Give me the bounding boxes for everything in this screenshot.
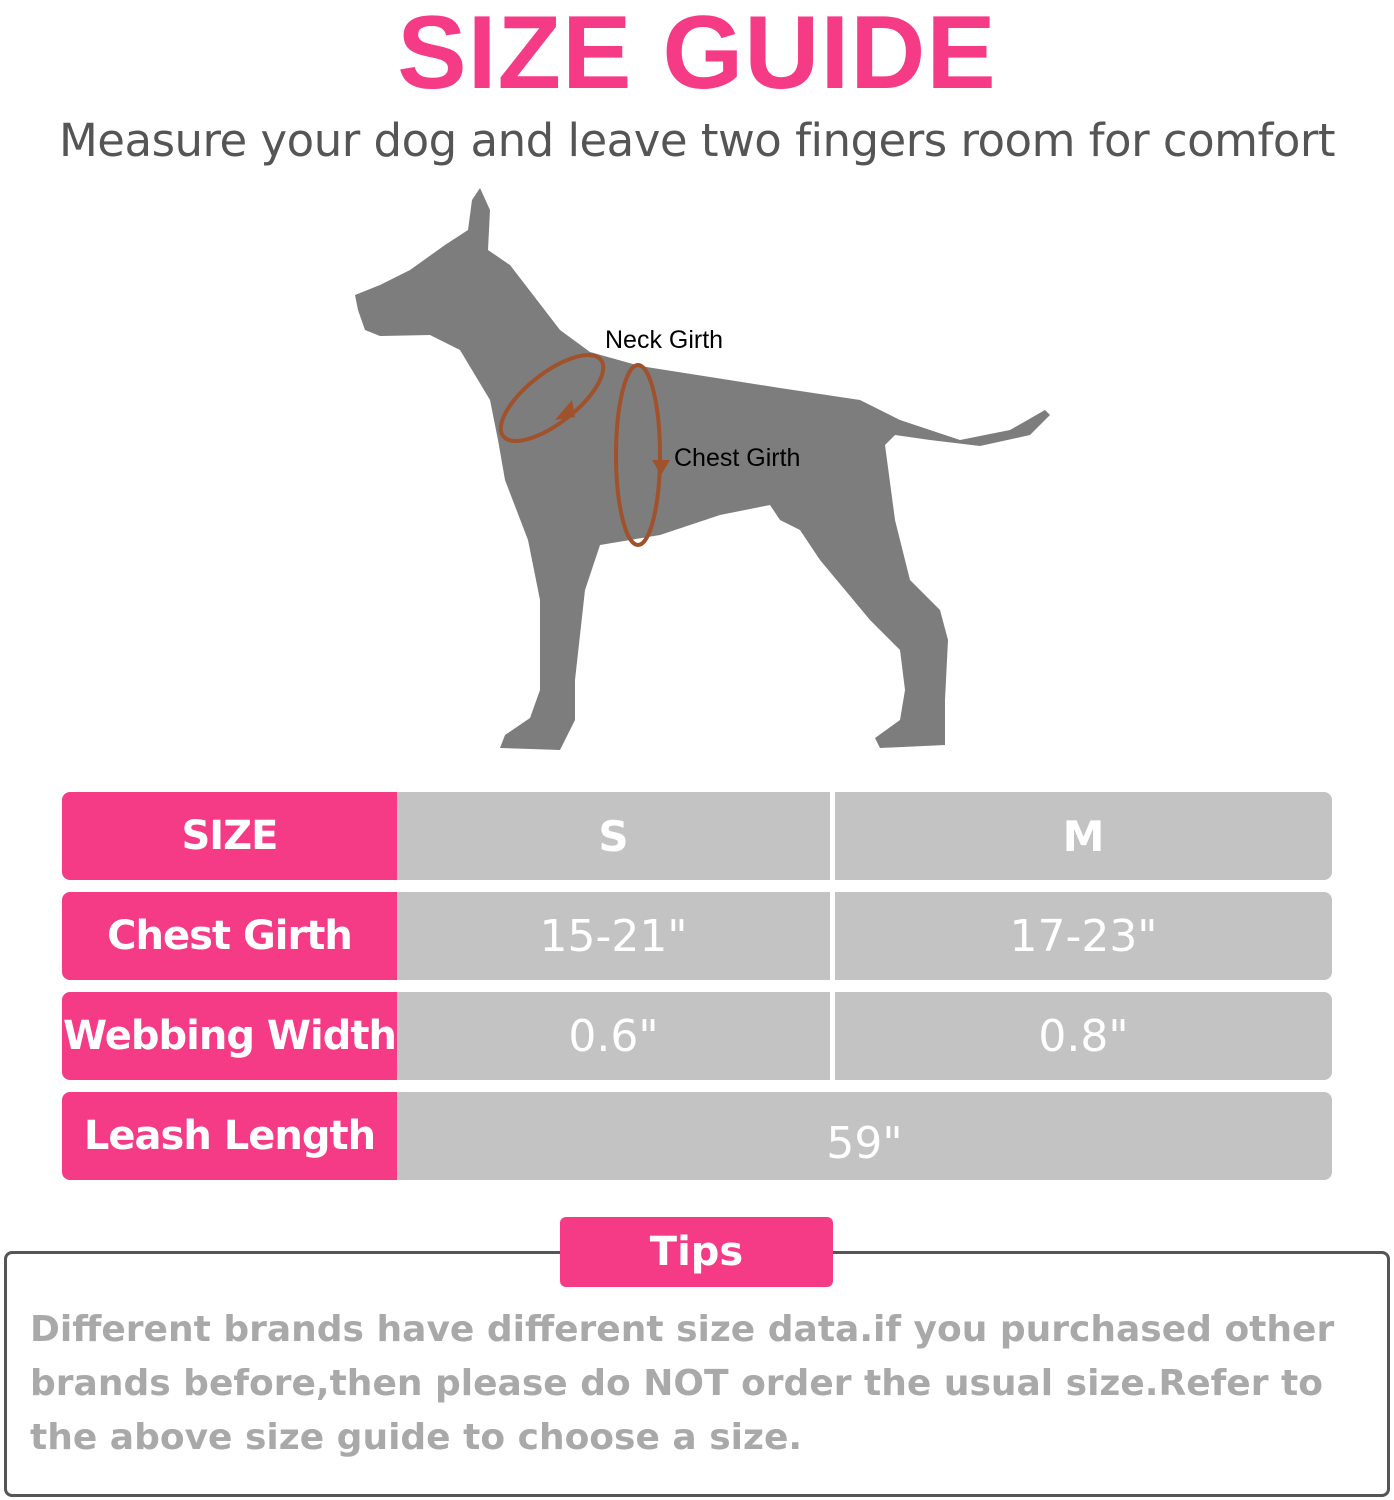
tips-badge: Tips [560, 1217, 833, 1287]
tips-text: Different brands have different size dat… [30, 1309, 1335, 1458]
cell-m: 0.8" [835, 992, 1332, 1080]
subtitle: Measure your dog and leave two fingers r… [58, 114, 1336, 167]
neck-girth-label: Neck Girth [605, 326, 724, 354]
row-label: Webbing Width [62, 992, 397, 1080]
dog-silhouette-illustration [355, 188, 1050, 750]
chest-arrow-icon [652, 460, 670, 475]
size-header: SIZE [62, 792, 397, 880]
cell-s: 0.6" [397, 992, 830, 1080]
cell-m: 17-23" [835, 892, 1332, 980]
table-header-row: SIZE S M [62, 792, 1332, 880]
cell-s: 15-21" [397, 892, 830, 980]
page-title: SIZE GUIDE [397, 0, 997, 111]
chest-girth-loop [614, 363, 662, 547]
chest-girth-label: Chest Girth [674, 444, 801, 472]
table-row: Leash Length 59" [62, 1092, 1332, 1180]
neck-arrow-icon [555, 400, 575, 420]
table-row: Webbing Width 0.6" 0.8" [62, 992, 1332, 1080]
row-label: Leash Length [62, 1092, 397, 1180]
size-s-header: S [397, 792, 830, 880]
dog-silhouette [355, 188, 1050, 750]
size-m-header: M [835, 792, 1332, 880]
table-row: Chest Girth 15-21" 17-23" [62, 892, 1332, 980]
row-label: Chest Girth [62, 892, 397, 980]
cell-all: 59" [397, 1092, 1332, 1180]
